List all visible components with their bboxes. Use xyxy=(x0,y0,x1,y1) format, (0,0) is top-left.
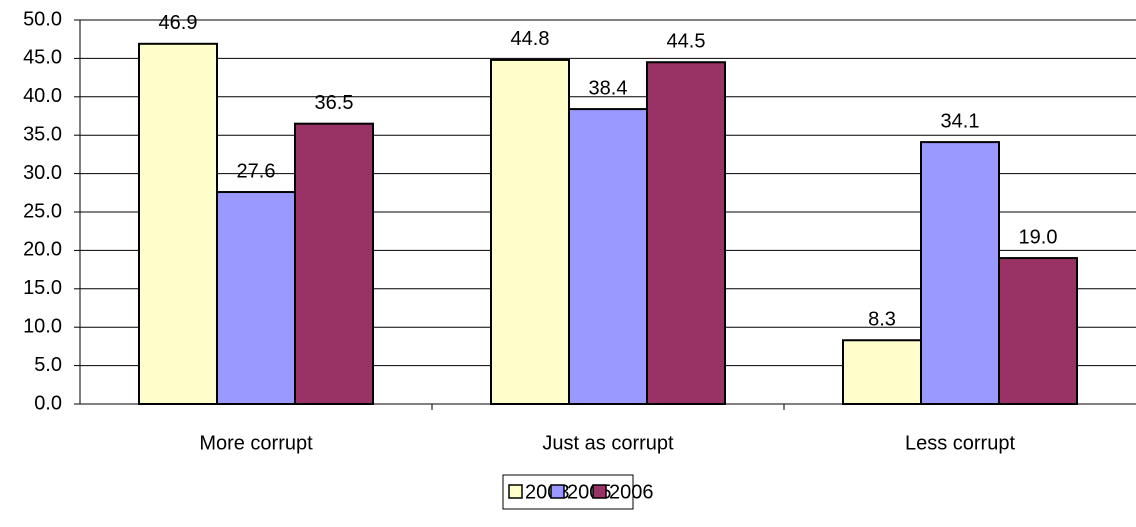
bar xyxy=(842,339,922,406)
legend-box xyxy=(502,474,634,510)
data-label: 8.3 xyxy=(868,309,896,331)
y-tick-label: 10.0 xyxy=(23,315,62,337)
data-label: 36.5 xyxy=(315,92,354,114)
x-tick-label: More corrupt xyxy=(199,432,313,454)
bar xyxy=(294,122,374,406)
data-label: 38.4 xyxy=(589,77,628,99)
bar xyxy=(568,108,648,405)
bar xyxy=(920,141,1000,405)
bar xyxy=(138,42,218,405)
y-tick-label: 15.0 xyxy=(23,277,62,299)
data-label: 34.1 xyxy=(941,110,980,132)
data-label: 46.9 xyxy=(159,12,198,34)
bar xyxy=(490,58,570,405)
legend-swatch xyxy=(592,484,607,499)
legend-swatch xyxy=(508,484,523,499)
y-tick-label: 50.0 xyxy=(23,8,62,30)
y-tick-label: 5.0 xyxy=(34,354,62,376)
y-tick-label: 20.0 xyxy=(23,239,62,261)
x-tick-label: Just as corrupt xyxy=(542,432,674,454)
data-label: 44.5 xyxy=(667,31,706,53)
y-tick-label: 25.0 xyxy=(23,200,62,222)
x-tick-label: Less corrupt xyxy=(905,432,1015,454)
bar xyxy=(998,257,1078,405)
y-tick-label: 30.0 xyxy=(23,162,62,184)
data-label: 19.0 xyxy=(1019,226,1058,248)
legend-label: 2006 xyxy=(609,481,654,503)
y-tick-label: 0.0 xyxy=(34,392,62,414)
data-label: 27.6 xyxy=(237,160,276,182)
data-label: 44.8 xyxy=(511,28,550,50)
bar xyxy=(646,61,726,406)
y-tick-label: 45.0 xyxy=(23,47,62,69)
y-tick-label: 40.0 xyxy=(23,85,62,107)
legend-swatch xyxy=(550,484,565,499)
y-tick-label: 35.0 xyxy=(23,123,62,145)
bar xyxy=(216,191,296,405)
